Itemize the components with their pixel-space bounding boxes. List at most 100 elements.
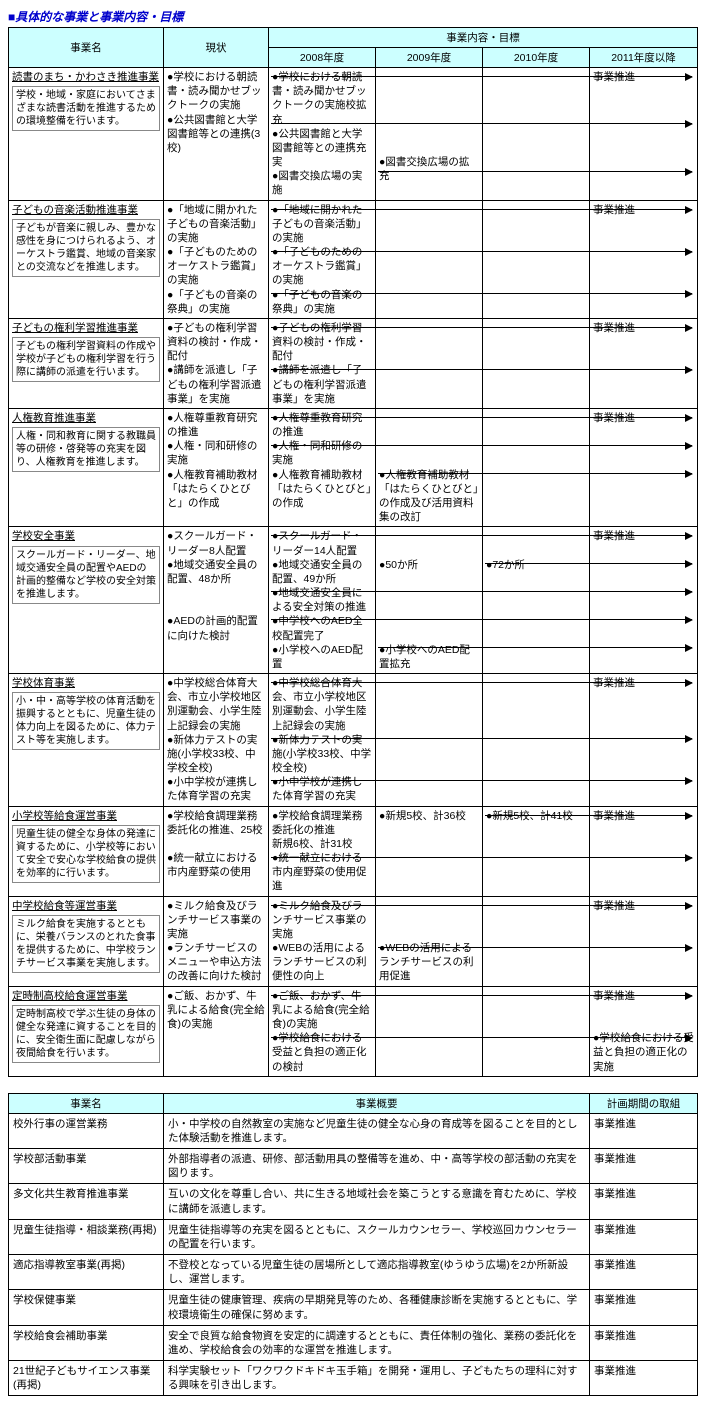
year-cell: ●人権尊重教育研究の推進 ●人権・同和研修の実施 ●人権教育補助教材「はたらくひ… <box>269 408 376 526</box>
year-cell <box>483 200 590 318</box>
biz-name-cell: 学校体育事業小・中・高等学校の体育活動を振興するとともに、児童生徒の体力向上を図… <box>9 674 164 807</box>
table-row: 学校保健事業児童生徒の健康管理、疾病の早期発見等のため、各種健康診断を実施すると… <box>9 1290 698 1325</box>
biz-name-cell: 定時制高校給食運営事業定時制高校で学ぶ生徒の身体の健全な発達に資することを目的に… <box>9 986 164 1076</box>
sub-name: 学校保健事業 <box>9 1290 164 1325</box>
genjo-cell: ●子どもの権利学習資料の検討・作成・配付 ●講師を派遣し「子どもの権利学習派遣事… <box>164 318 269 408</box>
year-cell <box>376 674 483 807</box>
sth-name: 事業名 <box>9 1093 164 1113</box>
year-cell: ●50か所 ●小学校へのAED配置拡充 <box>376 527 483 674</box>
year-cell: ●「地域に開かれた子どもの音楽活動」の実施 ●「子どものためのオーケストラ鑑賞」… <box>269 200 376 318</box>
year-cell: 事業推進 <box>590 68 698 201</box>
genjo-cell: ●スクールガード・リーダー8人配置 ●地域交通安全員の配置、48か所 ●AEDの… <box>164 527 269 674</box>
sub-name: 児童生徒指導・相談業務(再掲) <box>9 1219 164 1254</box>
biz-name: 中学校給食等運営事業 <box>12 899 160 913</box>
sub-plan: 事業推進 <box>590 1184 698 1219</box>
biz-name: 読書のまち・かわさき推進事業 <box>12 70 160 84</box>
sub-name: 21世紀子どもサイエンス事業(再掲) <box>9 1361 164 1396</box>
biz-name-cell: 読書のまち・かわさき推進事業学校・地域・家庭においてさまざまな読書活動を推進する… <box>9 68 164 201</box>
th-y1: 2008年度 <box>269 48 376 68</box>
year-cell: ●学校給食調理業務委託化の推進 新規6校、計31校 ●統一献立における市内産野菜… <box>269 806 376 896</box>
year-cell: ●新規5校、計41校 <box>483 806 590 896</box>
year-cell: ●学校における朝読書・読み聞かせブックトークの実施校拡充 ●公共図書館と大学図書… <box>269 68 376 201</box>
year-cell: 事業推進 <box>590 896 698 986</box>
year-cell <box>483 318 590 408</box>
year-cell: 事業推進 <box>590 318 698 408</box>
sub-name: 校外行事の運営業務 <box>9 1113 164 1148</box>
biz-desc: 定時制高校で学ぶ生徒の身体の健全な発達に資することを目的に、安全衛生面に配慮しな… <box>12 1005 160 1063</box>
th-y3: 2010年度 <box>483 48 590 68</box>
genjo-cell: ●「地域に開かれた子どもの音楽活動」の実施 ●「子どものためのオーケストラ鑑賞」… <box>164 200 269 318</box>
table-row: 子どもの音楽活動推進事業子どもが音楽に親しみ、豊かな感性を身につけられるよう、オ… <box>9 200 698 318</box>
sub-table: 事業名 事業概要 計画期間の取組 校外行事の運営業務小・中学校の自然教室の実施な… <box>8 1093 698 1397</box>
year-cell: 事業推進 <box>590 527 698 674</box>
table-row: 学校部活動事業外部指導者の派遣、研修、部活動用具の整備等を進め、中・高等学校の部… <box>9 1149 698 1184</box>
biz-desc: スクールガード・リーダー、地域交通安全員の配置やAEDの計画的整備など学校の安全… <box>12 546 160 604</box>
year-cell: ●人権教育補助教材「はたらくひとびと」の作成及び活用資料集の改訂 <box>376 408 483 526</box>
year-cell: ●中学校総合体育大会、市立小学校地区別運動会、小学生陸上記録会の実施 ●新体力テ… <box>269 674 376 807</box>
biz-name: 子どもの音楽活動推進事業 <box>12 203 160 217</box>
table-row: 児童生徒指導・相談業務(再掲)児童生徒指導等の充実を図るとともに、スクールカウン… <box>9 1219 698 1254</box>
biz-name-cell: 人権教育推進事業人権・同和教育に関する教職員等の研修・啓発等の充実を図り、人権教… <box>9 408 164 526</box>
biz-name: 学校安全事業 <box>12 529 160 543</box>
year-cell: ●スクールガード・リーダー14人配置 ●地域交通安全員の配置、49か所 ●地域交… <box>269 527 376 674</box>
sub-name: 学校給食会補助事業 <box>9 1325 164 1360</box>
sub-plan: 事業推進 <box>590 1325 698 1360</box>
biz-desc: 児童生徒の健全な身体の発達に資するために、小学校等において安全で安心な学校給食の… <box>12 825 160 883</box>
th-y4: 2011年度以降 <box>590 48 698 68</box>
biz-name-cell: 中学校給食等運営事業ミルク給食を実施するとともに、栄養バランスのとれた食事を提供… <box>9 896 164 986</box>
sub-plan: 事業推進 <box>590 1149 698 1184</box>
biz-name: 子どもの権利学習推進事業 <box>12 321 160 335</box>
sub-plan: 事業推進 <box>590 1290 698 1325</box>
biz-desc: 子どもが音楽に親しみ、豊かな感性を身につけられるよう、オーケストラ鑑賞、地域の音… <box>12 219 160 277</box>
sth-desc: 事業概要 <box>164 1093 590 1113</box>
biz-name-cell: 子どもの権利学習推進事業子どもの権利学習資料の作成や学校が子どもの権利学習を行う… <box>9 318 164 408</box>
year-cell <box>483 896 590 986</box>
biz-desc: 学校・地域・家庭においてさまざまな読書活動を推進するための環境整備を行います。 <box>12 86 160 131</box>
sth-plan: 計画期間の取組 <box>590 1093 698 1113</box>
year-cell <box>483 68 590 201</box>
year-cell: ●ミルク給食及びランチサービス事業の実施 ●WEBの活用によるランチサービスの利… <box>269 896 376 986</box>
year-cell <box>483 986 590 1076</box>
table-row: 学校給食会補助事業安全で良質な給食物資を安定的に調達するとともに、責任体制の強化… <box>9 1325 698 1360</box>
th-span: 事業内容・目標 <box>269 28 698 48</box>
biz-name-cell: 小学校等給食運営事業児童生徒の健全な身体の発達に資するために、小学校等において安… <box>9 806 164 896</box>
table-row: 校外行事の運営業務小・中学校の自然教室の実施など児童生徒の健全な心身の育成等を図… <box>9 1113 698 1148</box>
year-cell <box>483 674 590 807</box>
table-row: 子どもの権利学習推進事業子どもの権利学習資料の作成や学校が子どもの権利学習を行う… <box>9 318 698 408</box>
sub-plan: 事業推進 <box>590 1255 698 1290</box>
year-cell: ●新規5校、計36校 <box>376 806 483 896</box>
table-row: 人権教育推進事業人権・同和教育に関する教職員等の研修・啓発等の充実を図り、人権教… <box>9 408 698 526</box>
genjo-cell: ●学校給食調理業務委託化の推進、25校 ●統一献立における市内産野菜の使用 <box>164 806 269 896</box>
year-cell: 事業推進 ●学校給食における受益と負担の適正化の実施 <box>590 986 698 1076</box>
year-cell: ●子どもの権利学習資料の検討・作成・配付 ●講師を派遣し「子どもの権利学習派遣事… <box>269 318 376 408</box>
genjo-cell: ●学校における朝読書・読み聞かせブックトークの実施 ●公共図書館と大学図書館等と… <box>164 68 269 201</box>
sub-name: 多文化共生教育推進事業 <box>9 1184 164 1219</box>
biz-name-cell: 子どもの音楽活動推進事業子どもが音楽に親しみ、豊かな感性を身につけられるよう、オ… <box>9 200 164 318</box>
year-cell <box>376 986 483 1076</box>
table-row: 21世紀子どもサイエンス事業(再掲)科学実験セット「ワクワクドキドキ玉手箱」を開… <box>9 1361 698 1396</box>
biz-desc: 子どもの権利学習資料の作成や学校が子どもの権利学習を行う際に講師の派遣を行います… <box>12 337 160 382</box>
th-bizname: 事業名 <box>9 28 164 68</box>
genjo-cell: ●中学校総合体育大会、市立小学校地区別運動会、小学生陸上記録会の実施 ●新体力テ… <box>164 674 269 807</box>
year-cell: 事業推進 <box>590 806 698 896</box>
table-row: 学校体育事業小・中・高等学校の体育活動を振興するとともに、児童生徒の体力向上を図… <box>9 674 698 807</box>
sub-desc: 安全で良質な給食物資を安定的に調達するとともに、責任体制の強化、業務の委託化を進… <box>164 1325 590 1360</box>
sub-desc: 小・中学校の自然教室の実施など児童生徒の健全な心身の育成等を図ることを目的とした… <box>164 1113 590 1148</box>
biz-desc: 人権・同和教育に関する教職員等の研修・啓発等の充実を図り、人権教育を推進します。 <box>12 427 160 472</box>
table-row: 定時制高校給食運営事業定時制高校で学ぶ生徒の身体の健全な発達に資することを目的に… <box>9 986 698 1076</box>
th-genjo: 現状 <box>164 28 269 68</box>
sub-desc: 科学実験セット「ワクワクドキドキ玉手箱」を開発・運用し、子どもたちの理科に対する… <box>164 1361 590 1396</box>
year-cell: ●ご飯、おかず、牛乳による給食(完全給食)の実施 ●学校給食における受益と負担の… <box>269 986 376 1076</box>
table-row: 読書のまち・かわさき推進事業学校・地域・家庭においてさまざまな読書活動を推進する… <box>9 68 698 201</box>
th-y2: 2009年度 <box>376 48 483 68</box>
biz-desc: ミルク給食を実施するとともに、栄養バランスのとれた食事を提供するために、中学校ラ… <box>12 915 160 973</box>
year-cell: 事業推進 <box>590 674 698 807</box>
genjo-cell: ●ご飯、おかず、牛乳による給食(完全給食)の実施 <box>164 986 269 1076</box>
table-row: 小学校等給食運営事業児童生徒の健全な身体の発達に資するために、小学校等において安… <box>9 806 698 896</box>
sub-plan: 事業推進 <box>590 1361 698 1396</box>
year-cell <box>483 408 590 526</box>
sub-desc: 児童生徒の健康管理、疾病の早期発見等のため、各種健康診断を実施するとともに、学校… <box>164 1290 590 1325</box>
biz-desc: 小・中・高等学校の体育活動を振興するとともに、児童生徒の体力向上を図るために、体… <box>12 692 160 750</box>
biz-name: 小学校等給食運営事業 <box>12 809 160 823</box>
year-cell: ●WEBの活用によるランチサービスの利用促進 <box>376 896 483 986</box>
